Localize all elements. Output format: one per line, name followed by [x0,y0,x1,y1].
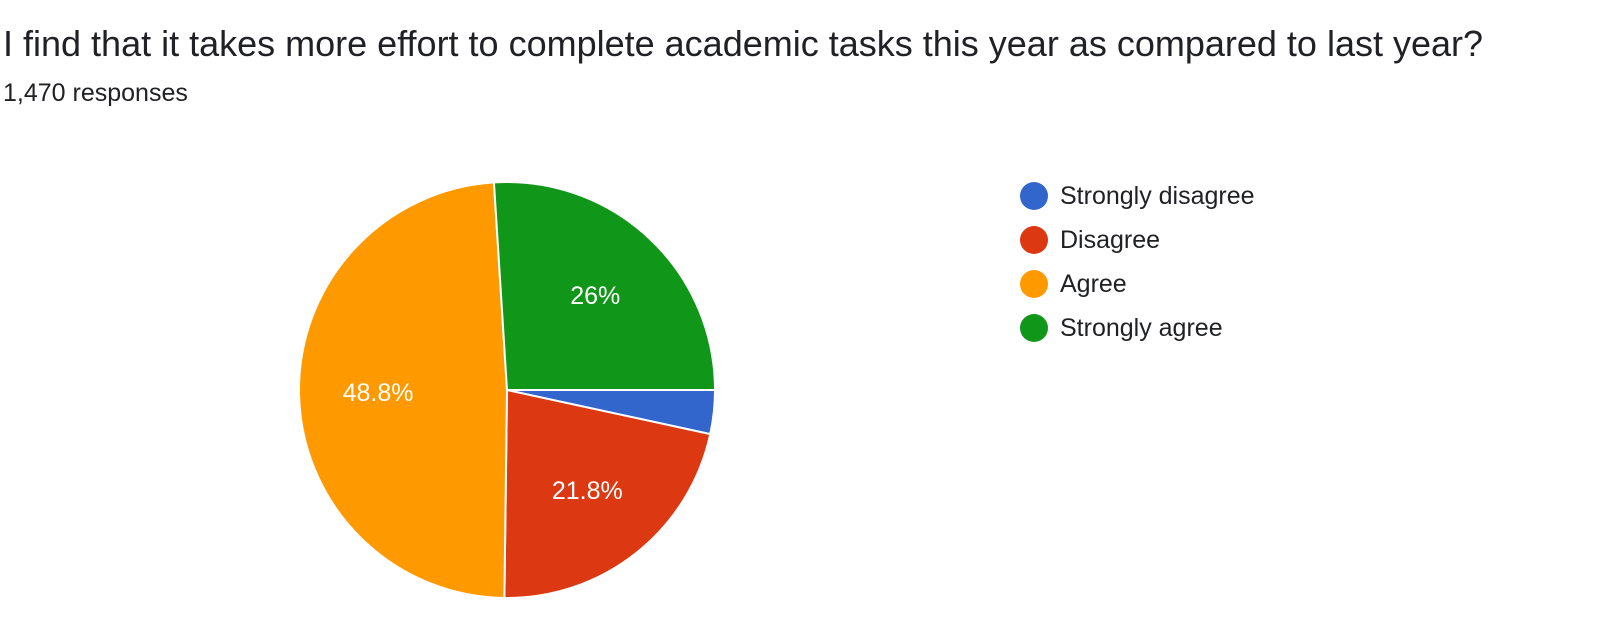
legend-label-disagree: Disagree [1060,226,1160,254]
response-count: 1,470 responses [3,79,188,107]
slice-label-disagree: 21.8% [552,477,623,505]
legend-label-agree: Agree [1060,270,1127,298]
legend: Strongly disagree Disagree Agree Strongly a… [1020,182,1255,342]
slice-label-strongly-agree: 26% [570,282,620,310]
pie-slice-agree [298,181,509,599]
legend-label-strongly-agree: Strongly agree [1060,314,1223,342]
legend-swatch-strongly-disagree [1020,182,1048,210]
legend-swatch-strongly-agree [1020,314,1048,342]
pie-slice-labels: 21.8% 48.8% 26% [343,282,623,505]
legend-label-strongly-disagree: Strongly disagree [1060,182,1255,210]
chart-title: I find that it takes more effort to comp… [3,23,1484,64]
pie-slice-disagree [503,388,712,599]
pie-slices [298,181,717,599]
legend-swatch-agree [1020,270,1048,298]
pie-slice-strongly-agree [492,181,717,391]
legend-swatch-disagree [1020,226,1048,254]
slice-label-agree: 48.8% [343,379,414,407]
